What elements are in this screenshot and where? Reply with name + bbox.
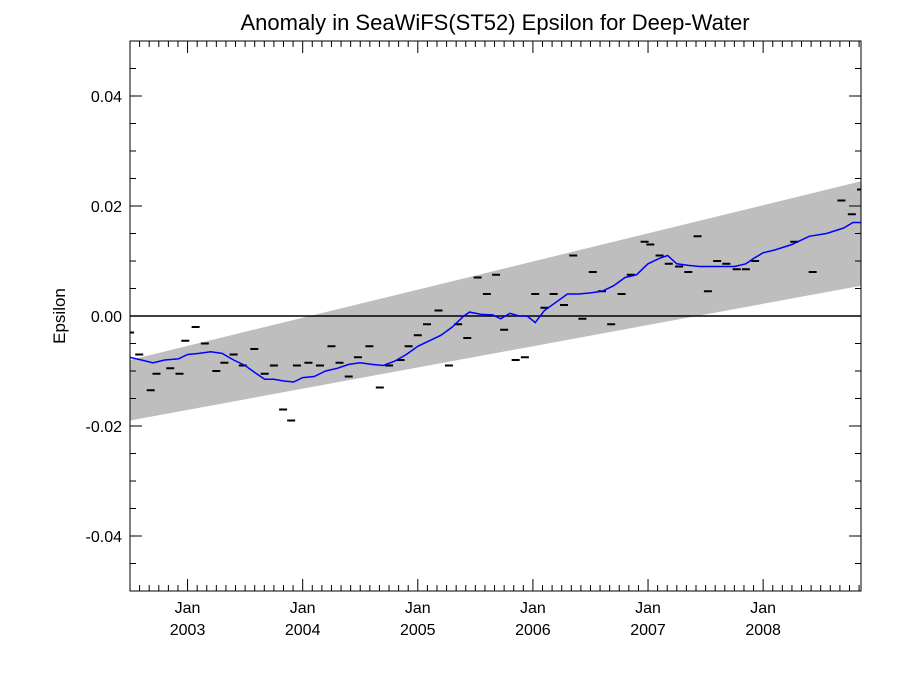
x-tick-label-year: 2005 — [400, 622, 436, 639]
y-tick-label: -0.04 — [86, 529, 123, 546]
series-line — [130, 221, 861, 383]
x-tick-label-month: Jan — [175, 600, 201, 617]
x-tick-label-year: 2006 — [515, 622, 551, 639]
chart-title: Anomaly in SeaWiFS(ST52) Epsilon for Dee… — [240, 10, 749, 35]
y-tick-label: 0.02 — [91, 199, 122, 216]
x-tick-label-year: 2008 — [745, 622, 781, 639]
y-axis-title: Epsilon — [50, 288, 69, 344]
y-tick-label: -0.02 — [86, 419, 123, 436]
x-tick-label-month: Jan — [520, 600, 546, 617]
y-tick-label: 0.04 — [91, 89, 122, 106]
x-tick-label-month: Jan — [405, 600, 431, 617]
x-tick-label-month: Jan — [635, 600, 661, 617]
plot-area: 0.04 0.02 0.00 -0.02 -0.04 Jan 2003 Jan 2004 Jan 2… — [86, 40, 862, 639]
x-tick-label-month: Jan — [750, 600, 776, 617]
confidence-band — [130, 181, 861, 421]
x-tick-label-year: 2004 — [285, 622, 321, 639]
y-tick-label: 0.00 — [91, 309, 122, 326]
x-tick-label-month: Jan — [290, 600, 316, 617]
x-tick-label-year: 2003 — [170, 622, 206, 639]
x-tick-label-year: 2007 — [630, 622, 666, 639]
